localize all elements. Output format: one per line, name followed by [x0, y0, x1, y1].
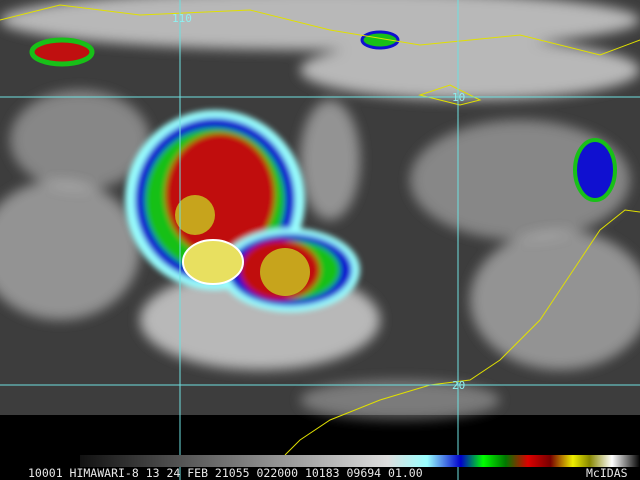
grid-label: 10	[452, 91, 465, 104]
no-data-area	[0, 415, 640, 480]
grid-label: 110	[172, 12, 192, 25]
coastline	[0, 4, 640, 456]
info-line: 10001 HIMAWARI-8 13 24 FEB 21055 022000 …	[28, 466, 423, 480]
color-scale	[80, 455, 640, 467]
storm	[29, 30, 617, 312]
grid-label: 20	[452, 379, 465, 392]
logo: McIDAS	[586, 466, 628, 480]
